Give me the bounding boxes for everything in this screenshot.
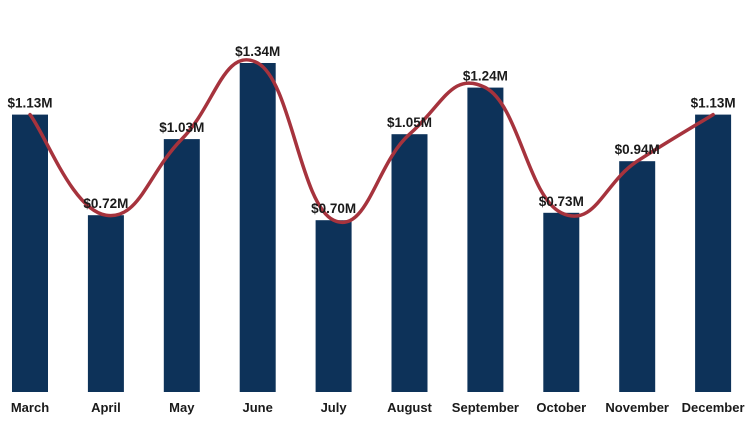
x-tick-label-december: December — [682, 400, 745, 415]
bar-october — [543, 212, 580, 392]
x-tick-label-october: October — [536, 400, 586, 415]
data-label-july: $0.70M — [311, 201, 356, 216]
bar-april — [87, 215, 124, 392]
data-label-april: $0.72M — [83, 196, 128, 211]
bar-november — [619, 161, 656, 392]
data-label-march: $1.13M — [7, 96, 52, 111]
x-tick-label-july: July — [321, 400, 348, 415]
bar-june — [239, 63, 276, 392]
bar-march — [12, 114, 48, 392]
bar-july — [315, 220, 352, 392]
data-label-november: $0.94M — [615, 142, 660, 157]
bar-september — [467, 87, 504, 392]
x-tick-label-august: August — [387, 400, 432, 415]
bars-layer — [12, 63, 732, 392]
trend-line — [28, 58, 715, 225]
data-label-may: $1.03M — [159, 120, 204, 135]
bar-december — [695, 114, 732, 392]
trend-line-layer — [28, 58, 715, 225]
data-labels-layer: $1.13M $0.72M $1.03M $1.34M $0.70M $1.05M $1.2… — [7, 44, 735, 216]
x-tick-label-november: November — [605, 400, 669, 415]
bar-may — [163, 139, 200, 392]
data-label-september: $1.24M — [463, 69, 508, 84]
data-label-december: $1.13M — [691, 96, 736, 111]
bar-august — [391, 134, 428, 392]
x-tick-label-june: June — [243, 400, 273, 415]
data-label-august: $1.05M — [387, 115, 432, 130]
x-tick-label-september: September — [452, 400, 519, 415]
data-label-october: $0.73M — [539, 194, 584, 209]
x-tick-label-march: March — [11, 400, 49, 415]
data-label-june: $1.34M — [235, 44, 280, 59]
x-tick-label-april: April — [91, 400, 121, 415]
x-tick-label-may: May — [169, 400, 195, 415]
x-axis-ticks-layer: March April May June July August September Octo… — [11, 400, 745, 415]
